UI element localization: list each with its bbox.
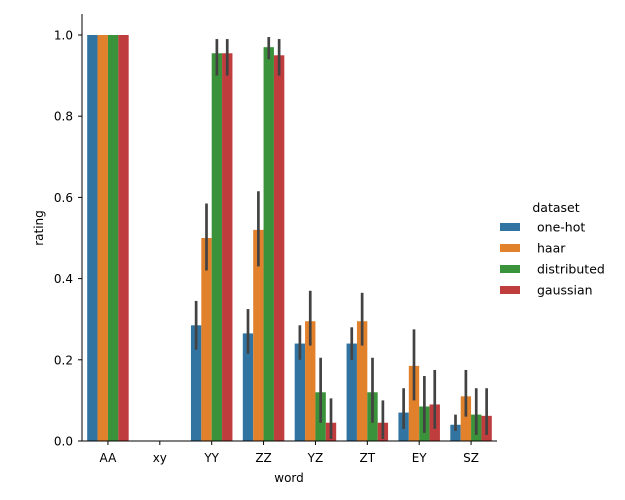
y-tick-label: 0.6 (54, 191, 73, 205)
bar-distributed-ZZ (263, 47, 274, 442)
error-bars-layer (194, 37, 488, 439)
bars-layer (87, 35, 492, 442)
bar-gaussian-YY (222, 53, 233, 442)
legend-swatch-gaussian (500, 286, 520, 294)
bar-distributed-AA (107, 35, 119, 441)
bar-haar-ZZ (253, 229, 264, 441)
bar-one-hot-ZT (346, 343, 357, 441)
bar-one-hot-AA (87, 35, 98, 441)
x-tick-label: xy (153, 451, 167, 465)
x-tick-label: YY (203, 451, 219, 465)
bar-gaussian-ZZ (273, 55, 285, 442)
bar-one-hot-ZZ (242, 333, 254, 441)
bar-one-hot-YZ (294, 343, 306, 441)
bar-one-hot-SZ (450, 424, 461, 441)
x-tick-label: YZ (307, 451, 324, 465)
legend-swatch-haar (500, 244, 520, 252)
x-tick-label: ZT (360, 451, 376, 465)
y-ticks: 0.0 0.2 0.4 0.6 0.8 1.0 (54, 29, 82, 449)
bar-haar-YY (201, 238, 212, 441)
legend-label-gaussian: gaussian (537, 283, 593, 298)
bar-haar-ZT (356, 321, 368, 441)
legend-label-distributed: distributed (537, 262, 605, 277)
x-tick-label: SZ (463, 451, 479, 465)
bar-gaussian-AA (118, 35, 129, 441)
y-tick-label: 0.8 (54, 110, 73, 124)
x-tick-label: ZZ (255, 451, 271, 465)
bar-haar-EY (408, 365, 420, 441)
bar-haar-YZ (305, 321, 316, 441)
bar-distributed-YY (211, 53, 223, 442)
x-tick-label: EY (412, 451, 428, 465)
y-tick-label: 0.4 (54, 272, 73, 286)
legend-label-haar: haar (537, 241, 566, 256)
legend-label-one-hot: one-hot (537, 220, 585, 235)
legend-swatch-one-hot (500, 223, 520, 231)
legend: dataset one-hot haar distributed gaussian (500, 200, 605, 298)
legend-title: dataset (532, 200, 579, 215)
x-tick-label: AA (100, 451, 118, 465)
x-axis-label: word (274, 471, 304, 485)
y-axis-label: rating (32, 210, 46, 246)
y-tick-label: 1.0 (54, 29, 73, 43)
bar-haar-SZ (460, 396, 472, 441)
y-tick-label: 0.0 (54, 435, 73, 449)
bar-one-hot-YY (190, 325, 202, 441)
y-tick-label: 0.2 (54, 353, 73, 367)
bar-haar-AA (97, 35, 108, 441)
legend-swatch-distributed (500, 265, 520, 273)
x-ticks: AA xy YY ZZ YZ ZT EY SZ (100, 441, 479, 465)
